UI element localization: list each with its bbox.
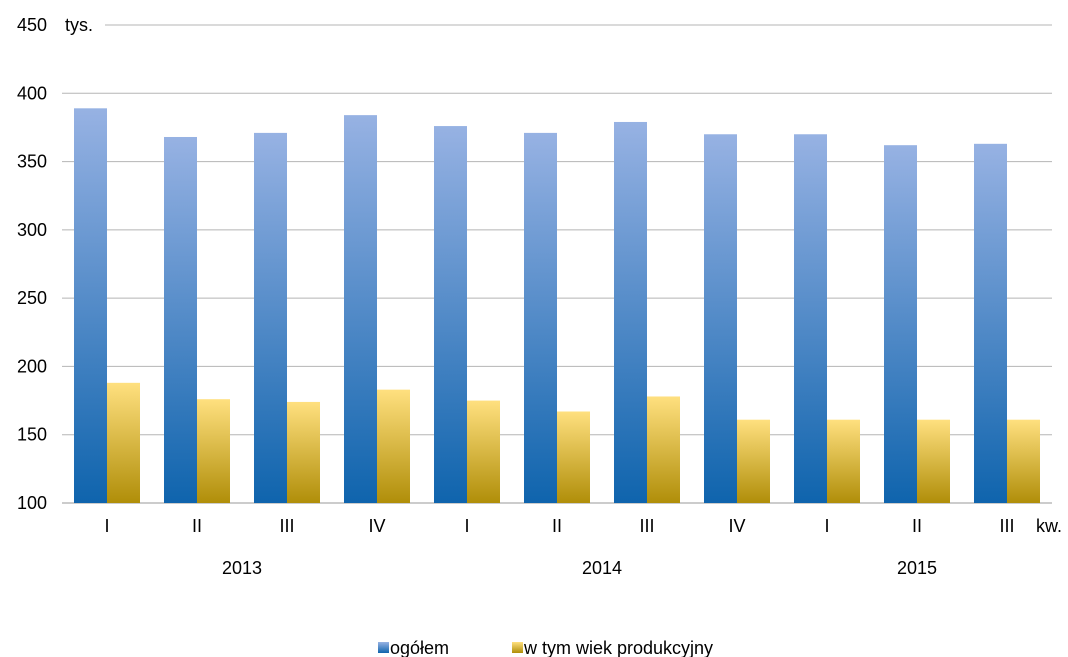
y-tick-label: 450 [17, 15, 47, 35]
y-axis-ticks: 100 150 200 250 300 350 400 450 [17, 15, 47, 513]
x-tick-label: III [279, 516, 294, 536]
legend: ogółem w tym wiek produkcyjny [378, 638, 713, 657]
x-tick-label: II [192, 516, 202, 536]
y-tick-label: 300 [17, 220, 47, 240]
x-tick-label: III [999, 516, 1014, 536]
x-axis-ticks: I II III IV I II III IV I II III [104, 516, 1014, 536]
bar-total-7 [704, 134, 737, 503]
x-unit-label: kw. [1036, 516, 1062, 536]
x-tick-label: IV [368, 516, 385, 536]
y-tick-label: 100 [17, 493, 47, 513]
bar-working-age-10 [1007, 419, 1040, 503]
x-tick-label: I [824, 516, 829, 536]
bar-working-age-3 [377, 389, 410, 503]
x-tick-label: II [552, 516, 562, 536]
legend-label: ogółem [390, 638, 449, 657]
x-tick-label: I [104, 516, 109, 536]
bar-total-10 [974, 143, 1007, 503]
y-tick-label: 150 [17, 425, 47, 445]
bar-working-age-0 [107, 382, 140, 503]
x-tick-label: III [639, 516, 654, 536]
bar-working-age-1 [197, 399, 230, 503]
bar-total-9 [884, 145, 917, 503]
year-label: 2013 [222, 558, 262, 578]
legend-swatch [378, 642, 389, 653]
y-tick-label: 250 [17, 288, 47, 308]
bar-total-1 [164, 136, 197, 503]
y-tick-label: 400 [17, 83, 47, 103]
bars [74, 108, 1040, 504]
bar-working-age-2 [287, 401, 320, 503]
bar-total-4 [434, 126, 467, 503]
y-tick-label: 200 [17, 356, 47, 376]
bar-working-age-8 [827, 419, 860, 503]
bar-total-8 [794, 134, 827, 503]
bar-total-3 [344, 115, 377, 503]
bar-working-age-6 [647, 396, 680, 503]
bar-total-6 [614, 121, 647, 504]
year-label: 2015 [897, 558, 937, 578]
bar-working-age-4 [467, 400, 500, 503]
y-tick-label: 350 [17, 152, 47, 172]
y-unit-label: tys. [65, 15, 93, 35]
x-tick-label: I [464, 516, 469, 536]
year-labels: 2013 2014 2015 [222, 558, 937, 578]
bar-total-0 [74, 108, 107, 504]
legend-swatch [512, 642, 523, 653]
legend-label: w tym wiek produkcyjny [523, 638, 713, 657]
bar-total-2 [254, 132, 287, 504]
bar-working-age-7 [737, 419, 770, 503]
bar-working-age-9 [917, 419, 950, 503]
bar-working-age-5 [557, 411, 590, 503]
bar-total-5 [524, 132, 557, 504]
x-tick-label: II [912, 516, 922, 536]
x-tick-label: IV [728, 516, 745, 536]
year-label: 2014 [582, 558, 622, 578]
